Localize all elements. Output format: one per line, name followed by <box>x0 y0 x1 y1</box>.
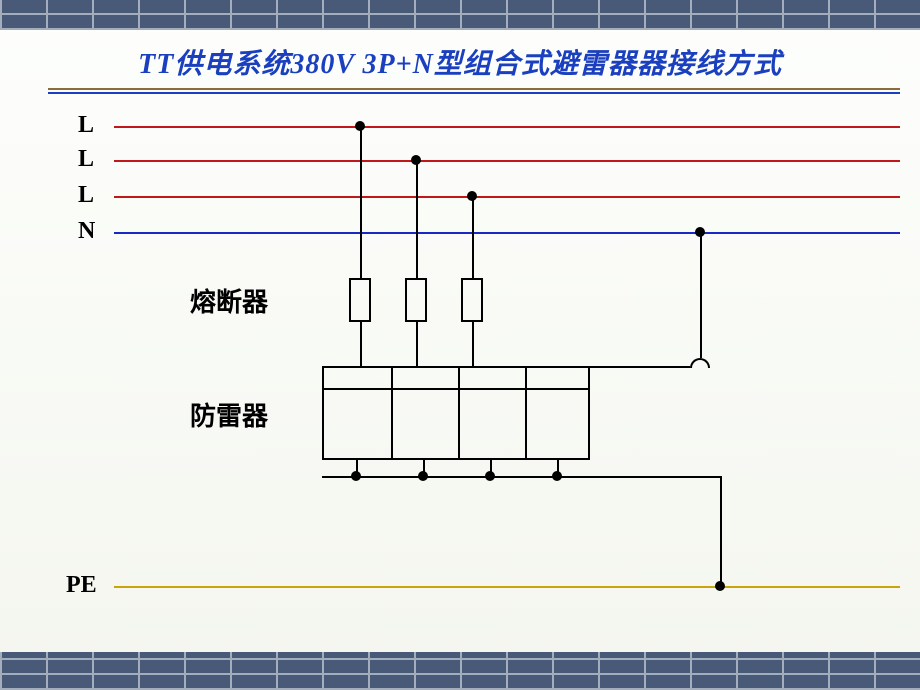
label-spd: 防雷器 <box>190 396 268 433</box>
dot-L2 <box>411 155 421 165</box>
label-L1: L <box>78 112 94 139</box>
label-fuse: 熔断器 <box>190 282 268 319</box>
label-L2: L <box>78 146 94 173</box>
bottom-bus <box>322 476 720 478</box>
spd-block <box>322 366 590 460</box>
brick-border-top <box>0 0 920 30</box>
rail-N <box>114 232 900 234</box>
wire-L2-to-fuse <box>416 160 418 278</box>
rail-L2 <box>114 160 900 162</box>
title-underline-2 <box>48 92 900 94</box>
dot-L3 <box>467 191 477 201</box>
spd-col-1 <box>391 368 393 458</box>
rail-PE <box>114 586 900 588</box>
wire-fuse2-to-spd <box>416 322 418 366</box>
rail-L1 <box>114 126 900 128</box>
dot-PE <box>715 581 725 591</box>
label-PE: PE <box>66 572 97 599</box>
slide-title: TT供电系统380V 3P+N型组合式避雷器器接线方式 <box>0 42 920 82</box>
wire-L1-to-fuse <box>360 126 362 278</box>
dot-bus-1 <box>351 471 361 481</box>
dot-bus-2 <box>418 471 428 481</box>
wire-fuse3-to-spd <box>472 322 474 366</box>
dot-bus-4 <box>552 471 562 481</box>
label-L3: L <box>78 182 94 209</box>
wire-L3-to-fuse <box>472 196 474 278</box>
title-underline-1 <box>48 88 900 90</box>
spd-inner-row <box>324 388 588 390</box>
wire-fuse1-to-spd <box>360 322 362 366</box>
slide-body: TT供电系统380V 3P+N型组合式避雷器器接线方式 L L L N PE 熔… <box>0 30 920 652</box>
spd-col-2 <box>458 368 460 458</box>
dot-N <box>695 227 705 237</box>
rail-L3 <box>114 196 900 198</box>
brick-border-bottom <box>0 652 920 690</box>
dot-L1 <box>355 121 365 131</box>
fuse-3 <box>461 278 483 322</box>
wire-N-upper <box>700 232 702 358</box>
spd-col-3 <box>525 368 527 458</box>
dot-bus-3 <box>485 471 495 481</box>
fuse-1 <box>349 278 371 322</box>
fuse-2 <box>405 278 427 322</box>
wire-N-horizontal <box>557 366 691 368</box>
wire-bus-to-PE <box>720 476 722 586</box>
wire-N-hop <box>690 358 710 368</box>
label-N: N <box>78 218 95 245</box>
